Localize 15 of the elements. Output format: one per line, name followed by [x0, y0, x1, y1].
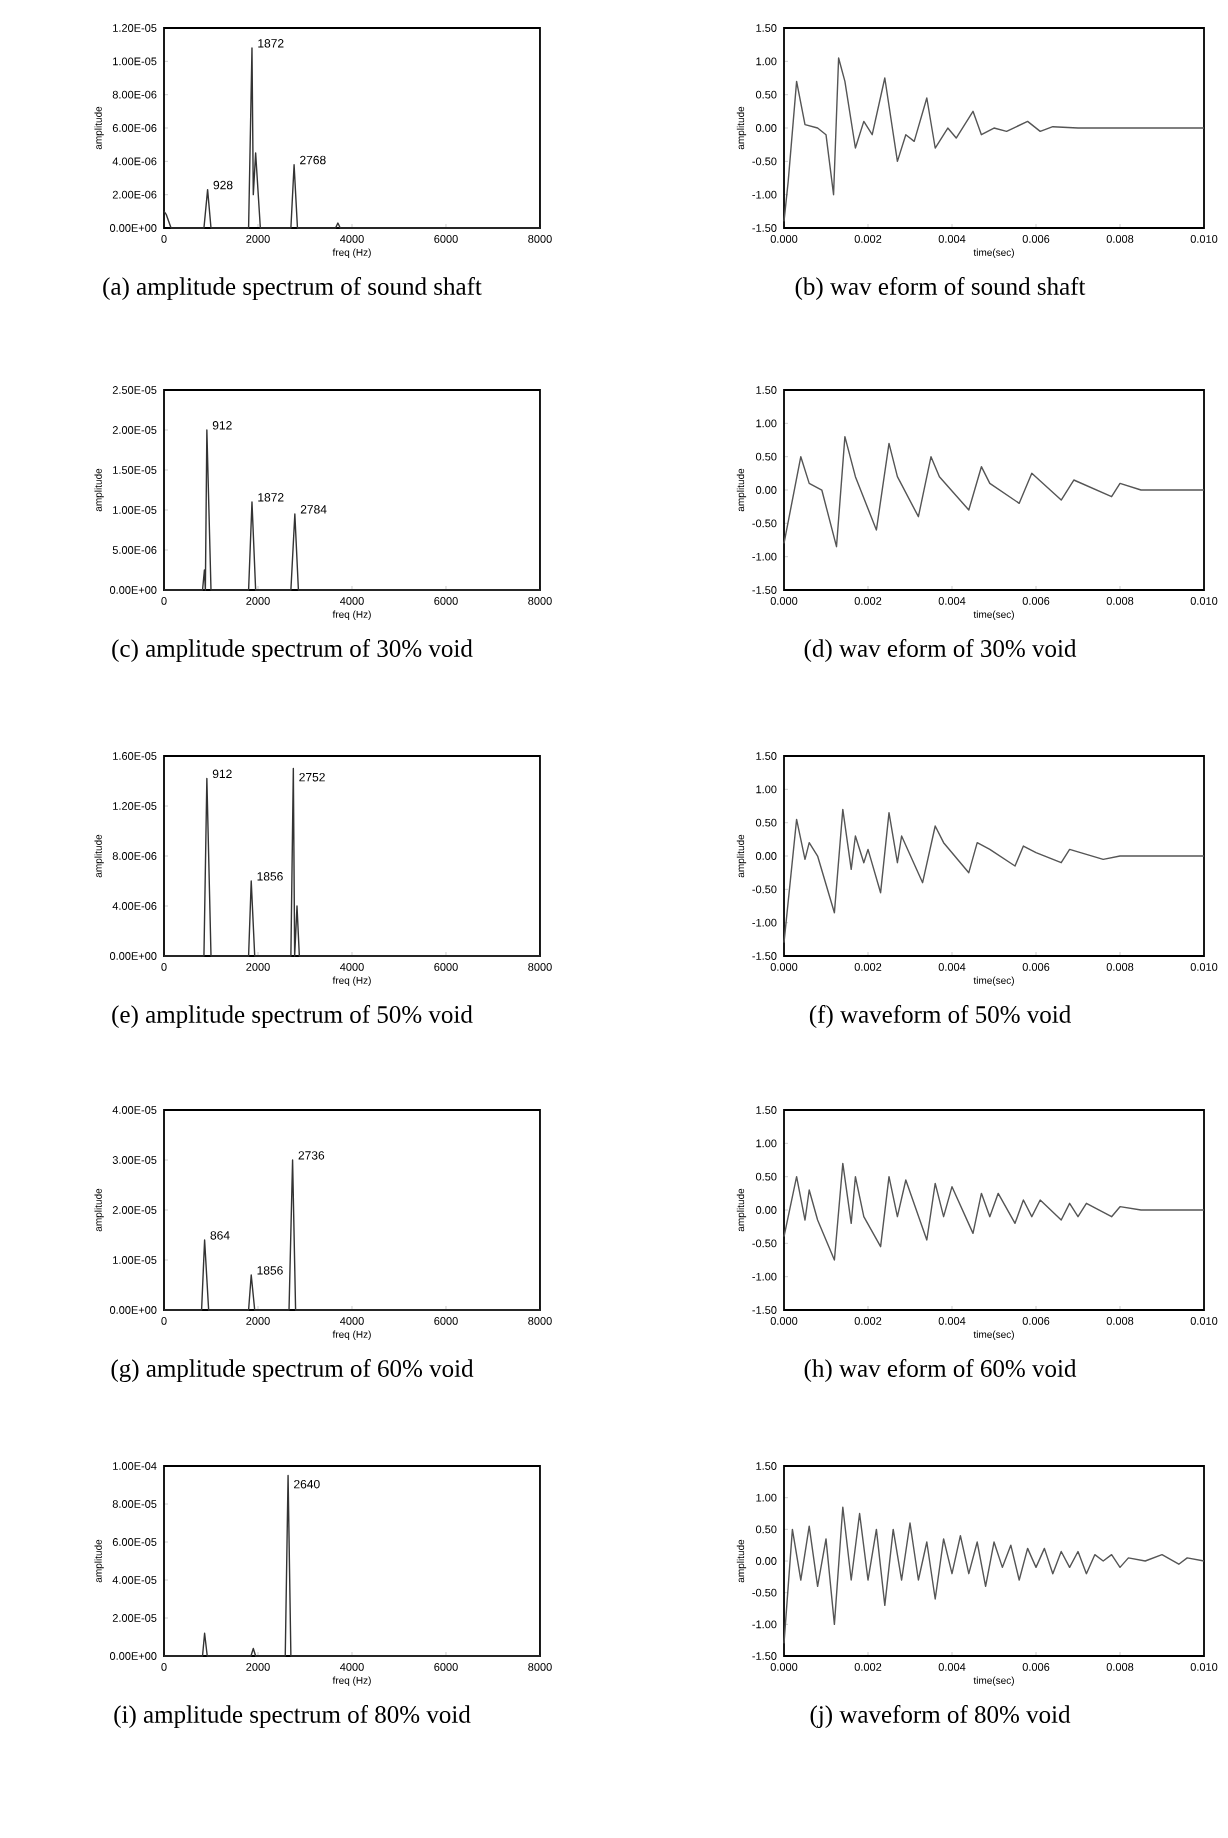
text: (a) amplitude spectrum of sound shaft [103, 277, 482, 301]
line-series [783, 808, 1205, 944]
text: (f) waveform of 50% void [809, 1005, 1071, 1029]
line-series [783, 1162, 1205, 1261]
text: (e) amplitude spectrum of 50% void [112, 1005, 473, 1029]
text: (i) amplitude spectrum of 80% void [114, 1705, 471, 1729]
line-series [783, 1506, 1205, 1645]
text: (d) wav eform of 30% void [804, 639, 1077, 663]
line-series [783, 57, 1205, 223]
text: (c) amplitude spectrum of 30% void [112, 639, 473, 663]
text: (h) wav eform of 60% void [804, 1359, 1077, 1383]
line-series [783, 435, 1205, 548]
text: (j) waveform of 80% void [810, 1705, 1071, 1729]
text: (b) wav eform of sound shaft [795, 277, 1086, 301]
text: (g) amplitude spectrum of 60% void [111, 1359, 474, 1383]
